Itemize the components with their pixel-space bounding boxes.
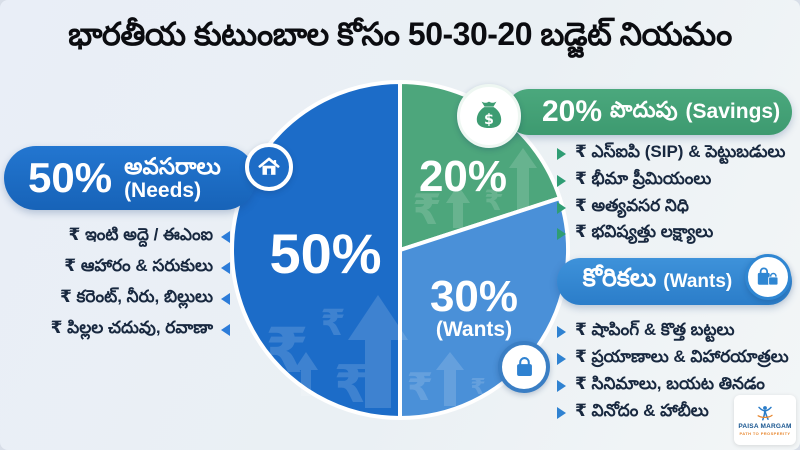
left-arrow-icon [221,231,230,243]
up-arrow-icon [294,352,318,396]
rupee-watermark-icon: ₹ [265,314,308,387]
left-arrow-icon [221,324,230,336]
needs-label-english: (Needs) [124,179,202,203]
needs-label-telugu: అవసరాలు [124,152,221,179]
right-arrow-icon [557,175,566,187]
wants-header-pill: కోరికలు (Wants) [557,258,792,305]
brand-logo: PAISA MARGAM PATH TO PROSPERITY [734,395,796,445]
list-item: ₹ షాపింగ్ & కొత్త బట్టలు [557,319,734,345]
left-arrow-icon [221,293,230,305]
savings-label-telugu: పొదుపు [610,96,678,122]
needs-percent: 50% [28,154,113,201]
pie-label-savings: 20% [418,152,508,201]
shopping-bags-icon [757,267,779,286]
money-bag-icon-circle: $ [457,84,521,148]
needs-item-text: ₹ ఇంటి అద్దె / ఈఎంఐ [68,225,213,244]
pie-label-wants-sub: (Wants) [435,318,513,341]
savings-header-pill: 20% పొదుపు (Savings) [506,89,792,135]
savings-item-text: ₹ అత్యవసర నిధి [575,196,689,215]
list-item: ₹ ఎస్ఐపి (SIP) & పెట్టుబడులు [557,141,785,167]
rupee-watermark-icon: ₹ [320,303,345,344]
wants-label-telugu: కోరికలు [582,264,657,292]
wants-item-text: ₹ ప్రయాణాలు & విహారయాత్రలు [575,347,789,366]
rupee-watermark-icon: ₹ [484,184,503,217]
needs-item-text: ₹ కరెంట్, నీరు, బిల్లులు [59,287,213,306]
savings-percent: 20% [542,95,603,128]
shopping-bag-icon [516,356,532,376]
list-item: ₹ వినోదం & హాబీలు [557,400,709,426]
right-arrow-icon [557,202,566,214]
list-item: ₹ ఇంటి అద్దె / ఈఎంఐ [0,224,230,250]
list-item: ₹ అత్యవసర నిధి [557,195,689,221]
needs-header-pill: 50% అవసరాలు (Needs) [4,146,256,210]
wants-item-text: ₹ షాపింగ్ & కొత్త బట్టలు [575,320,735,339]
right-arrow-icon [557,353,566,365]
rupee-watermark-icon: ₹ [407,365,433,409]
right-arrow-icon [557,326,566,338]
money-bag-icon: $ [476,101,502,129]
right-arrow-icon [557,228,566,240]
needs-item-text: ₹ పిల్లల చదువు, రవాణా [50,318,213,337]
up-arrow-icon [436,352,464,406]
page-title: భారతీయ కుటుంబాల కోసం 50-30-20 బడ్జెట్ ని… [68,16,732,52]
shopping-bags-icon-circle [745,254,791,300]
home-icon-circle [245,143,293,191]
home-icon [258,157,280,175]
right-arrow-icon [557,380,566,392]
right-arrow-icon [557,407,566,419]
wants-label-english: (Wants) [663,270,733,292]
list-item: ₹ కరెంట్, నీరు, బిల్లులు [0,286,230,312]
logo-name: PAISA MARGAM [738,422,792,430]
rupee-watermark-icon: ₹ [470,375,485,400]
list-item: ₹ పిల్లల చదువు, రవాణా [0,317,230,343]
pie-label-wants: 30% [429,272,519,321]
up-arrow-icon [348,295,408,408]
wants-item-text: ₹ వినోదం & హాబీలు [575,401,709,420]
logo-tagline: PATH TO PROSPERITY [739,430,791,436]
list-item: ₹ భవిష్యత్తు లక్ష్యాలు [557,221,713,247]
savings-item-text: ₹ భవిష్యత్తు లక్ష్యాలు [575,222,714,241]
rupee-watermark-icon: ₹ [412,185,441,234]
left-arrow-icon [221,262,230,274]
pie-watermarks: ₹ ₹ ₹ ₹ ₹ ₹ ₹ [265,148,537,415]
needs-item-text: ₹ ఆహారం & సరుకులు [64,256,213,275]
right-arrow-icon [557,148,566,160]
person-logo-icon [757,405,773,420]
rupee-watermark-icon: ₹ [334,355,370,415]
list-item: ₹ భీమా ప్రీమియంలు [557,168,711,194]
pie-label-needs: 50% [269,222,382,285]
list-item: ₹ ప్రయాణాలు & విహారయాత్రలు [557,346,789,372]
up-arrow-icon [509,148,537,210]
wants-item-text: ₹ సినిమాలు, బయట తినడం [575,374,765,393]
list-item: ₹ ఆహారం & సరుకులు [0,255,230,281]
savings-item-text: ₹ భీమా ప్రీమియంలు [575,169,712,188]
savings-item-text: ₹ ఎస్ఐపి (SIP) & పెట్టుబడులు [575,142,786,161]
up-arrow-icon [446,185,470,228]
shopping-bag-icon-circle [498,341,550,393]
savings-label-english: (Savings) [685,100,781,123]
list-item: ₹ సినిమాలు, బయట తినడం [557,373,765,399]
svg-text:$: $ [484,112,494,128]
